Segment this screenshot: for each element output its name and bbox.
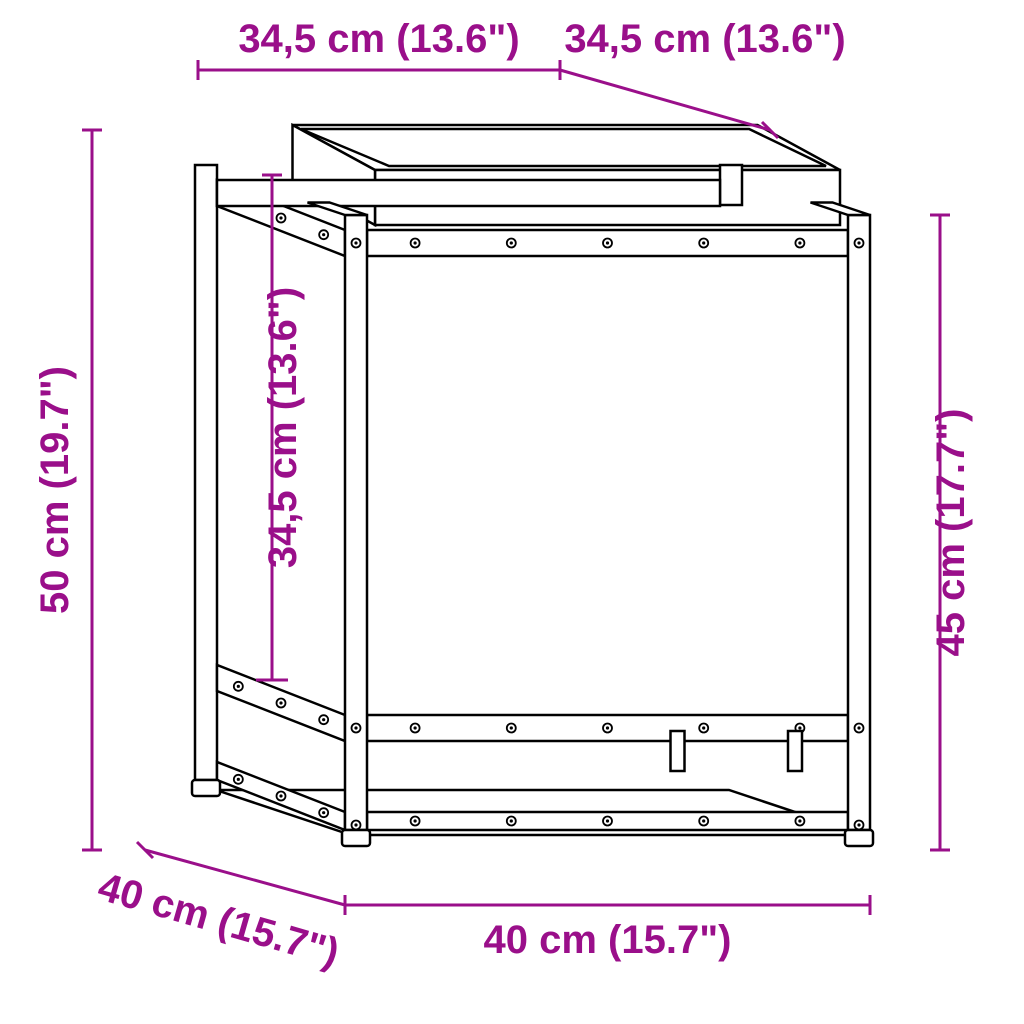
dimension-label: 45 cm (17.7") [929, 409, 973, 657]
dimension-label: 40 cm (15.7") [484, 918, 732, 962]
dimension-label: 50 cm (19.7") [33, 366, 77, 614]
dimension-label: 34,5 cm (13.6") [564, 17, 845, 61]
dimension-label: 34,5 cm (13.6") [261, 287, 305, 568]
dimension-label: 34,5 cm (13.6") [238, 17, 519, 61]
dimension-label: 40 cm (15.7") [93, 865, 344, 976]
